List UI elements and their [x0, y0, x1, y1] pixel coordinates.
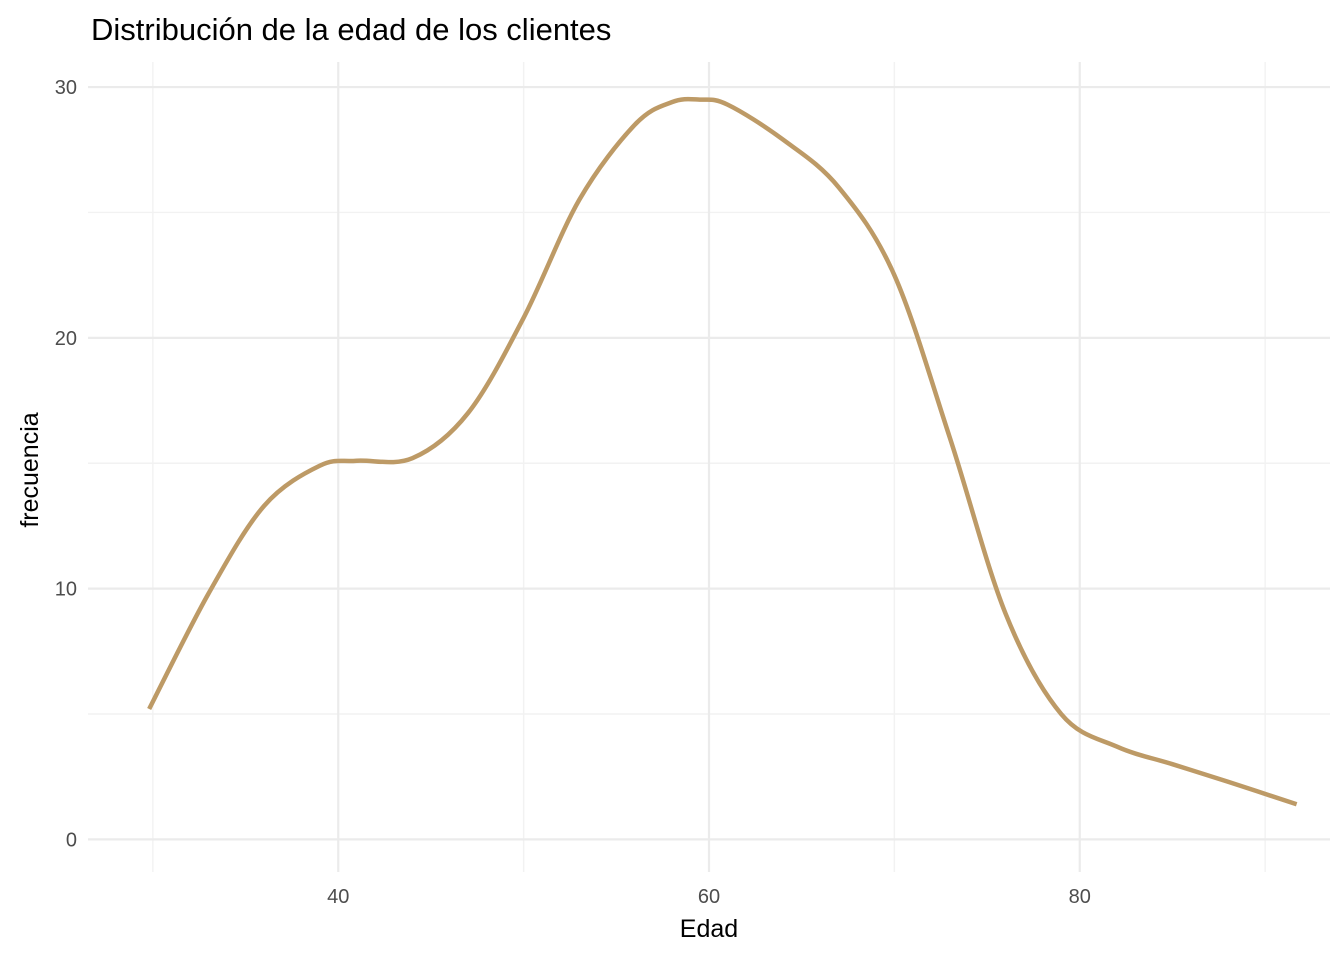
major-gridlines: [88, 62, 1330, 872]
density-line: [147, 96, 1298, 807]
y-tick-label: 30: [55, 77, 77, 99]
x-axis-title: Edad: [680, 915, 738, 943]
y-tick-label: 0: [66, 829, 77, 851]
y-axis-title: frecuencia: [16, 412, 44, 527]
y-tick-label: 10: [55, 579, 77, 601]
x-tick-label: 80: [1069, 886, 1091, 908]
series-layer: [147, 96, 1298, 807]
x-tick-label: 60: [698, 886, 720, 908]
y-tick-label: 20: [55, 328, 77, 350]
tick-labels: 40 60 80 0 10 20 30: [55, 77, 1091, 908]
x-tick-label: 40: [327, 886, 349, 908]
chart-title: Distribución de la edad de los clientes: [91, 12, 611, 47]
